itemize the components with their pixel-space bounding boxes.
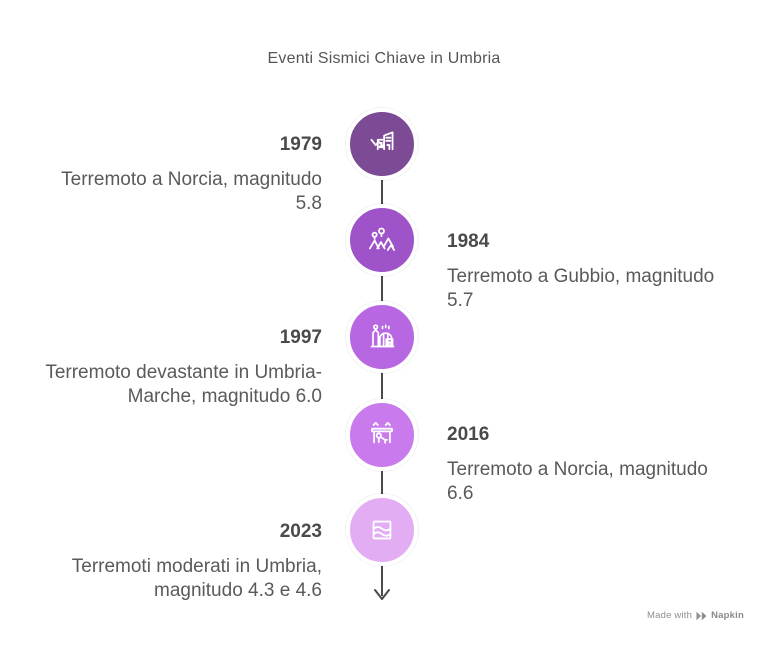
church-basilica-icon [370, 324, 395, 348]
timeline-node-2023 [346, 494, 418, 566]
timeline-node-1997 [346, 301, 418, 373]
event-description: Terremoto a Norcia, magnitudo 5.8 [61, 169, 322, 214]
watermark-prefix: Made with [647, 610, 693, 621]
event-year: 1984 [447, 231, 490, 252]
event-year: 2016 [447, 424, 490, 445]
timeline-node-1984 [346, 204, 418, 276]
seismic-waves-panel-icon [372, 520, 392, 540]
event-year: 1979 [279, 134, 322, 155]
timeline-node-1979 [346, 108, 418, 180]
timeline-event-1984: 1984 Terremoto a Gubbio, magnitudo 5.7 [447, 231, 747, 313]
timeline-event-2016: 2016 Terremoto a Norcia, magnitudo 6.6 [447, 424, 747, 506]
event-description: Terremoto a Gubbio, magnitudo 5.7 [447, 266, 715, 311]
timeline-event-1979: 1979 Terremoto a Norcia, magnitudo 5.8 [22, 134, 322, 216]
timeline-event-1997: 1997 Terremoto devastante in Umbria- Mar… [22, 327, 322, 409]
timeline-node-2016 [346, 399, 418, 471]
mountains-location-pins-icon [368, 227, 396, 251]
event-description: Terremoto devastante in Umbria- Marche, … [45, 362, 322, 407]
watermark-brand: Napkin [711, 610, 744, 621]
napkin-watermark: Made with Napkin [647, 610, 744, 621]
event-description: Terremoto a Norcia, magnitudo 6.6 [447, 459, 708, 504]
damaged-buildings-falling-arrow-icon [370, 131, 394, 151]
event-description: Terremoti moderati in Umbria, magnitudo … [71, 556, 322, 601]
event-year: 1997 [279, 327, 322, 348]
event-year: 2023 [279, 521, 322, 542]
napkin-logo-icon [696, 611, 707, 620]
person-sheltering-under-table-icon [371, 421, 393, 444]
page-title: Eventi Sismici Chiave in Umbria [267, 50, 501, 67]
timeline-event-2023: 2023 Terremoti moderati in Umbria, magni… [22, 521, 322, 603]
